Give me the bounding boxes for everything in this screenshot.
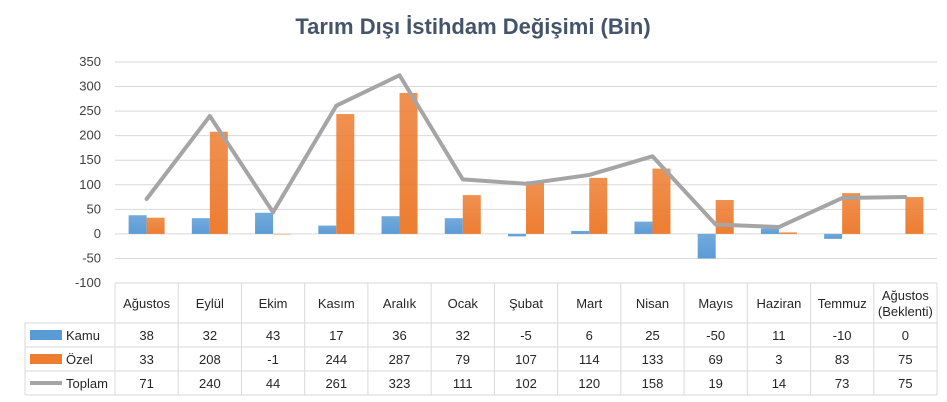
data-label: 25 (645, 328, 659, 343)
data-label: 102 (515, 376, 537, 391)
bar-özel (399, 92, 418, 234)
y-tick-label: 300 (79, 79, 101, 94)
category-label: Mart (576, 296, 602, 311)
category-label: Kasım (318, 296, 355, 311)
data-label: 107 (515, 352, 537, 367)
category-label: Haziran (757, 296, 802, 311)
legend-label: Kamu (66, 328, 100, 343)
bar-özel (778, 232, 797, 234)
bar-kamu (128, 215, 147, 234)
data-label: 11 (772, 328, 786, 343)
data-label: 114 (579, 352, 600, 367)
bar-özel (589, 177, 608, 234)
bar-kamu (191, 218, 210, 234)
data-label: 69 (708, 352, 722, 367)
data-label: 0 (902, 328, 909, 343)
bar-kamu (571, 230, 590, 234)
data-label: 38 (139, 328, 153, 343)
y-tick-label: 250 (79, 103, 101, 118)
y-tick-label: -50 (82, 250, 101, 265)
category-label: Temmuz (818, 296, 867, 311)
category-label: Ekim (259, 296, 288, 311)
chart-title: Tarım Dışı İstihdam Değişimi (Bin) (295, 14, 650, 39)
bar-özel (462, 195, 481, 234)
data-label: 244 (325, 352, 347, 367)
y-tick-label: 200 (79, 128, 101, 143)
data-label: 75 (898, 376, 912, 391)
category-label: Ağustos (882, 288, 929, 303)
gridlines (115, 61, 937, 284)
category-label: Ağustos (123, 296, 170, 311)
data-label: 32 (203, 328, 217, 343)
y-tick-label: 50 (87, 201, 101, 216)
y-tick-label: 100 (79, 177, 101, 192)
category-label: Nisan (636, 296, 669, 311)
bar-kamu (508, 233, 526, 237)
bar-kamu (255, 212, 274, 234)
category-label: (Beklenti) (878, 304, 933, 319)
data-label: 32 (456, 328, 470, 343)
data-label: 75 (898, 352, 912, 367)
bar-kamu (760, 228, 779, 234)
data-label: -5 (520, 328, 532, 343)
data-label: 120 (578, 376, 600, 391)
legend-label: Özel (66, 352, 93, 367)
data-label: 208 (199, 352, 221, 367)
data-label: 19 (708, 376, 722, 391)
category-label: Mayıs (698, 296, 733, 311)
data-label: 6 (586, 328, 593, 343)
legend-key-özel (30, 354, 62, 364)
data-label: 43 (266, 328, 280, 343)
y-tick-label: 350 (79, 54, 101, 69)
data-label: 323 (389, 376, 411, 391)
y-tick-label: 150 (79, 152, 101, 167)
y-tick-label: 0 (94, 226, 101, 241)
data-label: 111 (453, 376, 473, 391)
bar-kamu (824, 233, 843, 239)
data-label: 33 (139, 352, 153, 367)
legend-label: Toplam (66, 376, 108, 391)
category-label: Aralık (383, 296, 417, 311)
bar-özel (146, 217, 165, 234)
data-label: 17 (329, 328, 343, 343)
bar-kamu (697, 233, 716, 259)
data-label: 36 (392, 328, 406, 343)
legend-key-kamu (30, 330, 62, 340)
y-axis: 350 300 250 200 150 100 50 0 -50 -100 (75, 54, 101, 290)
data-label: 83 (835, 352, 849, 367)
data-label: 3 (775, 352, 782, 367)
data-label: 240 (199, 376, 221, 391)
bar-özel (652, 168, 671, 234)
category-label: Ocak (448, 296, 479, 311)
line-toplam (144, 73, 908, 230)
bar-kamu (318, 225, 337, 234)
data-label: 261 (325, 376, 347, 391)
y-tick-label: -100 (75, 275, 101, 290)
data-label: -10 (833, 328, 852, 343)
bar-kamu (634, 221, 653, 234)
category-label: Eylül (196, 296, 224, 311)
data-table: Ağustos Eylül Ekim Kasım Aralık Ocak Şubat Mart… (24, 282, 938, 396)
data-label: 44 (266, 376, 280, 391)
bar-özel (526, 181, 544, 234)
data-label: 73 (835, 376, 849, 391)
data-label: 158 (642, 376, 664, 391)
data-label: -50 (706, 328, 725, 343)
data-label: 133 (642, 352, 664, 367)
data-label: 287 (389, 352, 411, 367)
bar-özel (336, 114, 355, 234)
data-label: 71 (139, 376, 153, 391)
bar-kamu (381, 216, 400, 234)
total-line (144, 73, 908, 230)
bar-özel (715, 200, 734, 234)
bar-kamu (444, 218, 463, 234)
bar-özel (905, 197, 924, 234)
bar-özel (842, 193, 861, 234)
data-label: 79 (456, 352, 470, 367)
data-label: -1 (267, 352, 279, 367)
category-label: Şubat (509, 296, 543, 311)
data-label: 14 (772, 376, 786, 391)
bar-özel (209, 131, 228, 234)
